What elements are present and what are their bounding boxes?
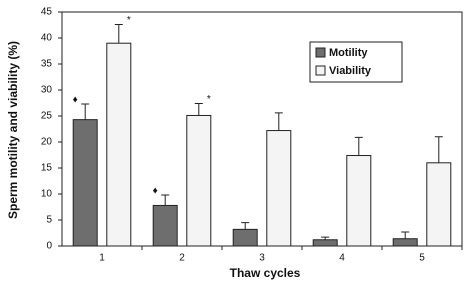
bar (346, 155, 372, 247)
bar (106, 42, 132, 247)
x-tick-label: 1 (99, 253, 105, 264)
error-bar (81, 103, 90, 120)
x-tick-label: 3 (259, 253, 265, 264)
legend-swatch (315, 47, 326, 58)
x-tick-label: 4 (339, 253, 345, 264)
y-tick-label: 15 (41, 163, 53, 174)
error-bar (321, 236, 330, 240)
bar (426, 162, 452, 247)
bar (232, 228, 258, 247)
y-tick-label: 40 (41, 33, 53, 44)
annotation: ♦ (153, 186, 158, 197)
bar (266, 130, 292, 247)
bar (186, 114, 212, 247)
error-bar (354, 136, 363, 156)
y-axis-title: Sperm motility and viability (%) (6, 41, 20, 219)
y-tick-label: 25 (41, 111, 53, 122)
annotation: * (127, 15, 131, 26)
x-tick-label: 5 (419, 253, 425, 264)
plot-frame (61, 11, 463, 247)
legend-swatch (315, 65, 326, 76)
error-bar (434, 136, 443, 163)
x-axis-title: Thaw cycles (230, 266, 301, 280)
bar (152, 204, 178, 247)
y-tick-label: 20 (41, 137, 53, 148)
y-tick-label: 45 (41, 7, 53, 18)
error-bar (241, 222, 250, 230)
bar (312, 239, 338, 247)
legend-box (309, 41, 403, 83)
annotation: * (207, 94, 211, 105)
legend-label: Motility (329, 47, 368, 59)
error-bar (114, 23, 123, 44)
y-tick-label: 30 (41, 85, 53, 96)
y-tick-label: 35 (41, 59, 53, 70)
error-bar (161, 194, 170, 206)
error-bar (401, 231, 410, 239)
bar (72, 119, 98, 247)
y-tick-label: 5 (46, 215, 52, 226)
y-tick-label: 10 (41, 189, 53, 200)
legend-label: Viability (329, 65, 372, 77)
x-tick-label: 2 (179, 253, 185, 264)
annotation: ♦ (73, 95, 78, 106)
error-bar (274, 112, 283, 131)
bar (392, 238, 418, 247)
y-tick-label: 0 (46, 241, 52, 252)
error-bar (194, 103, 203, 116)
